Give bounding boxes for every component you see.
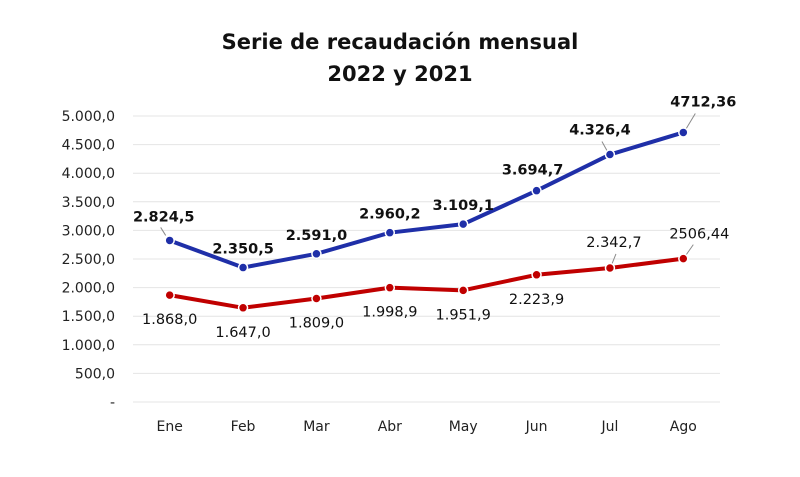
data-label: 2.824,5 <box>133 209 194 225</box>
y-tick-label: 2.500,0 <box>62 252 115 268</box>
y-tick-label: 4.500,0 <box>62 138 115 154</box>
x-tick-label: Ene <box>157 419 183 435</box>
data-point <box>311 248 322 260</box>
y-tick-label: 5.000,0 <box>62 109 115 125</box>
label-leader-line <box>601 141 608 151</box>
series-line <box>167 130 686 270</box>
y-tick-label: 4.000,0 <box>62 166 115 182</box>
x-tick-label: May <box>449 419 478 435</box>
label-leader-line <box>611 253 617 265</box>
data-label: 1.647,0 <box>215 325 270 341</box>
series-line <box>167 256 686 310</box>
data-label: 1.809,0 <box>289 316 344 332</box>
x-tick-label: Mar <box>303 419 330 435</box>
chart-subtitle: 2022 y 2021 <box>327 62 473 86</box>
data-label: 2.223,9 <box>509 292 564 308</box>
data-label: 2.591,0 <box>286 228 347 244</box>
y-tick-label: 1.500,0 <box>62 309 115 325</box>
y-tick-label: 3.000,0 <box>62 223 115 239</box>
data-point <box>604 262 616 274</box>
data-label: 2506,44 <box>669 227 729 243</box>
y-tick-label: 1.000,0 <box>62 338 115 354</box>
data-point <box>604 149 616 160</box>
data-point <box>384 227 396 238</box>
data-point <box>384 282 396 293</box>
data-point <box>457 285 469 296</box>
x-tick-label: Jun <box>525 419 548 435</box>
x-tick-label: Feb <box>231 419 256 435</box>
data-label: 4712,36 <box>670 94 736 110</box>
data-point <box>457 218 469 230</box>
data-label: 2.960,2 <box>359 207 420 223</box>
y-tick-label: - <box>110 395 115 411</box>
data-point <box>311 293 322 304</box>
data-point <box>237 262 249 273</box>
label-leader-line <box>685 113 696 129</box>
data-point <box>164 235 175 246</box>
data-label: 3.109,1 <box>432 198 493 214</box>
data-label: 2.350,5 <box>212 242 273 258</box>
x-tick-label: Abr <box>378 419 402 435</box>
data-point <box>531 269 542 281</box>
chart-title: Serie de recaudación mensual <box>221 30 579 54</box>
y-tick-label: 3.500,0 <box>62 195 115 211</box>
x-tick-label: Jul <box>600 419 618 435</box>
data-label: 2.342,7 <box>586 235 641 251</box>
data-point <box>164 289 175 301</box>
data-label: 1.868,0 <box>142 312 197 328</box>
y-tick-label: 2.000,0 <box>62 281 115 297</box>
data-label: 1.998,9 <box>362 305 417 321</box>
x-tick-label: Ago <box>670 419 697 435</box>
data-point <box>531 185 542 196</box>
y-tick-label: 500,0 <box>75 366 115 382</box>
data-point <box>678 127 689 138</box>
data-point <box>678 253 689 264</box>
data-label: 3.694,7 <box>502 163 563 179</box>
data-label: 4.326,4 <box>569 123 630 139</box>
label-leader-line <box>160 227 167 236</box>
data-label: 1.951,9 <box>436 307 491 323</box>
label-leader-line <box>685 244 694 255</box>
data-point <box>237 302 249 314</box>
